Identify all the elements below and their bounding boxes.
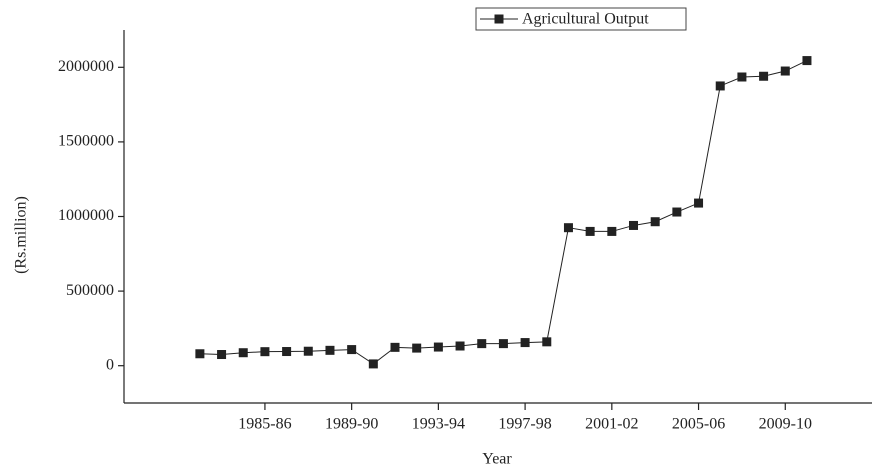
x-tick-label: 2009-10 bbox=[759, 416, 812, 433]
y-tick-label: 1500000 bbox=[58, 133, 114, 150]
x-tick-label: 2005-06 bbox=[672, 416, 725, 433]
data-point bbox=[520, 338, 530, 348]
y-tick-label: 1000000 bbox=[58, 207, 114, 224]
data-point bbox=[412, 343, 422, 353]
data-point bbox=[542, 337, 552, 347]
data-point bbox=[498, 339, 508, 349]
data-point bbox=[282, 347, 292, 357]
x-tick-label: 2001-02 bbox=[585, 416, 638, 433]
x-axis-label: Year bbox=[482, 451, 512, 468]
y-tick-label: 2000000 bbox=[58, 58, 114, 75]
data-point bbox=[607, 226, 617, 236]
data-point bbox=[629, 220, 639, 230]
data-point bbox=[585, 226, 595, 236]
data-line bbox=[199, 60, 808, 365]
data-point bbox=[195, 349, 205, 359]
y-axis-label: (Rs.million) bbox=[13, 196, 30, 274]
data-point bbox=[563, 223, 573, 233]
data-point bbox=[802, 56, 812, 66]
legend-box bbox=[475, 7, 687, 31]
y-tick-label: 0 bbox=[106, 356, 114, 373]
data-point bbox=[650, 217, 660, 227]
data-point bbox=[368, 359, 378, 369]
data-point bbox=[303, 346, 313, 356]
data-point bbox=[672, 207, 682, 217]
data-point bbox=[260, 347, 270, 357]
data-point bbox=[433, 342, 443, 352]
x-tick-label: 1985-86 bbox=[238, 416, 291, 433]
legend-label: Agricultural Output bbox=[522, 11, 649, 28]
x-tick-label: 1997-98 bbox=[498, 416, 551, 433]
y-tick-label: 500000 bbox=[66, 282, 114, 299]
data-point bbox=[217, 350, 227, 360]
legend-marker bbox=[494, 14, 504, 24]
data-point bbox=[759, 71, 769, 81]
x-tick-label: 1989-90 bbox=[325, 416, 378, 433]
data-point bbox=[715, 81, 725, 91]
data-point bbox=[347, 345, 357, 355]
data-point bbox=[477, 339, 487, 349]
data-point bbox=[238, 348, 248, 358]
data-point bbox=[694, 198, 704, 208]
data-point bbox=[780, 66, 790, 76]
data-point bbox=[390, 342, 400, 352]
data-point bbox=[455, 341, 465, 351]
data-point bbox=[737, 72, 747, 82]
x-tick-label: 1993-94 bbox=[412, 416, 465, 433]
data-point bbox=[325, 345, 335, 355]
